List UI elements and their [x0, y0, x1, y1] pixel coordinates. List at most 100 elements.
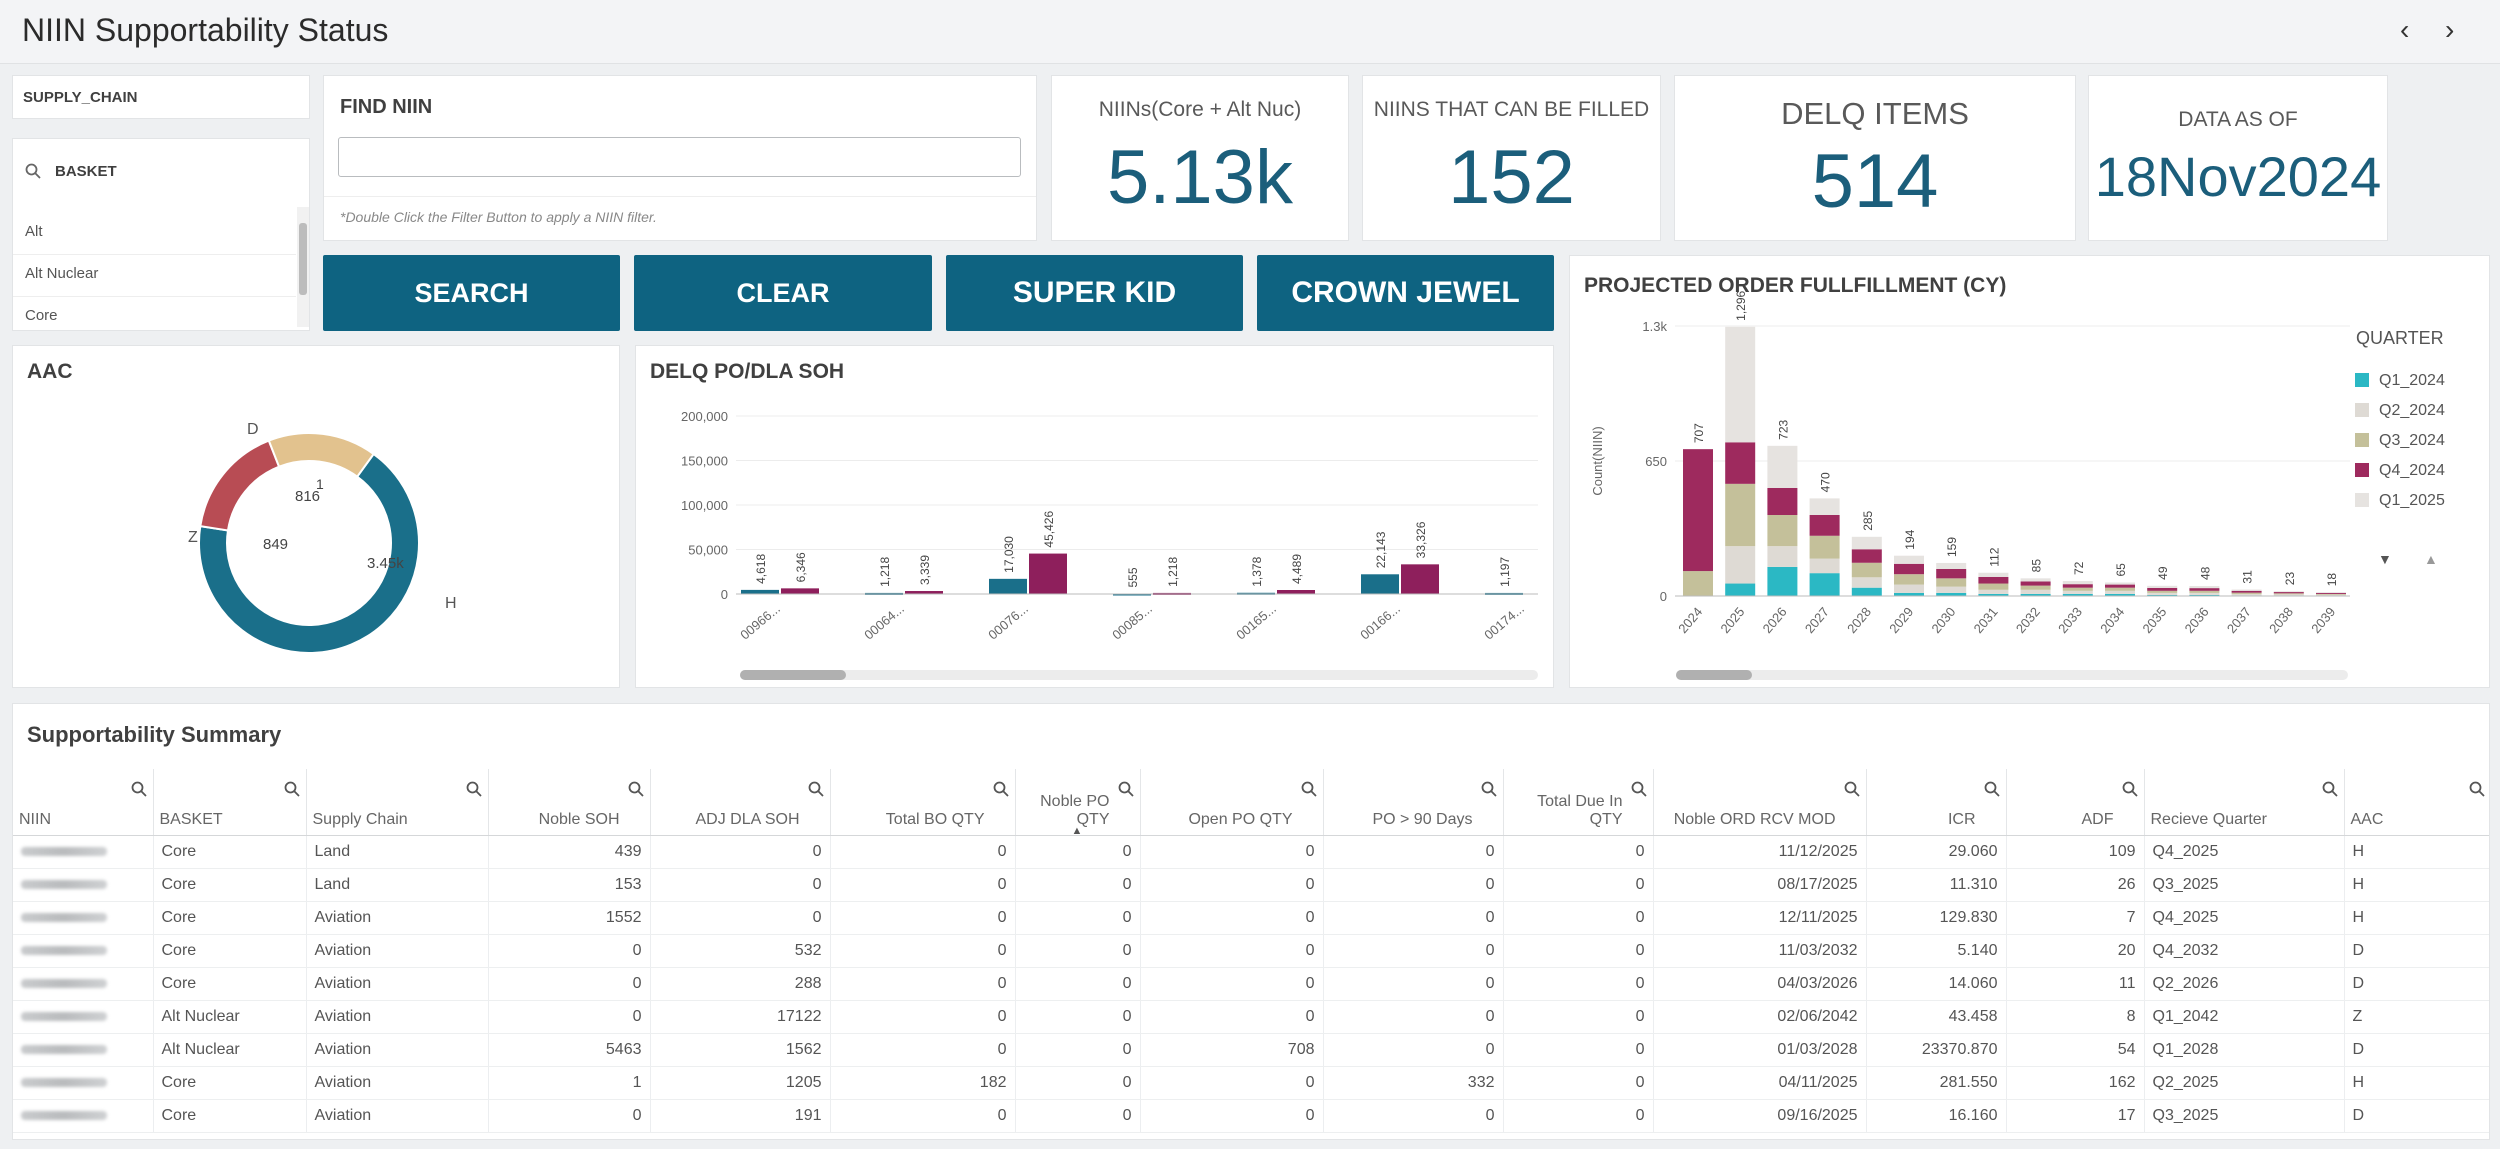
- projected-bar-segment[interactable]: [2147, 594, 2178, 596]
- projected-bar-segment[interactable]: [2231, 590, 2262, 593]
- projected-bar-segment[interactable]: [1767, 445, 1798, 488]
- projected-bar-segment[interactable]: [1851, 536, 1882, 550]
- column-header[interactable]: ICR: [1866, 769, 2007, 836]
- table-row[interactable]: Core Aviation 1 1205 182 0 0 332 0 04/11/2025 281.…: [13, 1066, 2489, 1100]
- search-icon[interactable]: [1301, 781, 1317, 797]
- delq-bar[interactable]: [781, 588, 819, 594]
- clear-button[interactable]: CLEAR: [634, 255, 932, 331]
- search-button[interactable]: SEARCH: [323, 255, 620, 331]
- column-header[interactable]: Noble SOH: [488, 769, 651, 836]
- projected-bar-segment[interactable]: [2147, 590, 2178, 593]
- projected-bar-segment[interactable]: [2062, 584, 2093, 588]
- table-row[interactable]: Core Aviation 0 532 0 0 0 0 0 11/03/2032 5.140 20 Q4…: [13, 934, 2489, 968]
- search-icon[interactable]: [2322, 781, 2338, 797]
- column-header[interactable]: NIIN: [13, 769, 154, 836]
- projected-bar-segment[interactable]: [1767, 566, 1798, 596]
- scrollbar-thumb[interactable]: [740, 670, 846, 680]
- projected-bar-segment[interactable]: [1894, 592, 1924, 596]
- table-row[interactable]: Alt Nuclear Aviation 0 17122 0 0 0 0 0 02/06/2042…: [13, 1000, 2489, 1034]
- projected-bar-segment[interactable]: [1725, 583, 1756, 596]
- column-header[interactable]: Noble ORD RCV MOD: [1653, 769, 1867, 836]
- projected-bar-segment[interactable]: [2105, 590, 2135, 594]
- table-row[interactable]: Core Land 439 0 0 0 0 0 0 11/12/2025 29.060 109 Q4_2…: [13, 835, 2489, 869]
- projected-bar-segment[interactable]: [2316, 594, 2346, 596]
- projected-bar-segment[interactable]: [1851, 587, 1882, 596]
- projected-bar-segment[interactable]: [1936, 578, 1967, 587]
- projected-bar-segment[interactable]: [2231, 594, 2262, 596]
- projected-bar-segment[interactable]: [2273, 593, 2304, 595]
- aac-slice-h[interactable]: [198, 452, 420, 654]
- projected-bar-segment[interactable]: [1978, 583, 2009, 590]
- delq-bar-chart[interactable]: 0 50,000 100,000 150,000 200,000 4,618 6,346 00…: [636, 346, 1555, 689]
- projected-bar-segment[interactable]: [2062, 581, 2093, 585]
- projected-bar-segment[interactable]: [1978, 576, 2009, 584]
- projected-bar-segment[interactable]: [1725, 546, 1756, 584]
- projected-bar-segment[interactable]: [2147, 585, 2178, 588]
- table-row[interactable]: Core Aviation 0 288 0 0 0 0 0 04/03/2026 14.060 11 Q…: [13, 967, 2489, 1001]
- projected-bar-segment[interactable]: [1809, 558, 1840, 574]
- projected-bar-segment[interactable]: [1809, 535, 1840, 559]
- legend-item[interactable]: Q1_2024: [2355, 372, 2445, 390]
- search-icon[interactable]: [284, 781, 300, 797]
- basket-item-core[interactable]: Core: [25, 307, 58, 324]
- search-icon[interactable]: [993, 781, 1009, 797]
- table-row[interactable]: Core Aviation 0 191 0 0 0 0 0 09/16/2025 16.160 17 Q…: [13, 1099, 2489, 1133]
- legend-scroll-up-icon[interactable]: ▲: [2424, 551, 2438, 567]
- basket-item-alt-nuclear[interactable]: Alt Nuclear: [13, 255, 296, 297]
- projected-bar-segment[interactable]: [1809, 573, 1840, 596]
- delq-bar[interactable]: [1277, 590, 1315, 594]
- column-header[interactable]: BASKET: [153, 769, 307, 836]
- column-header[interactable]: PO > 90 Days: [1323, 769, 1504, 836]
- projected-bar-segment[interactable]: [2147, 592, 2178, 595]
- projected-bar-segment[interactable]: [1809, 498, 1840, 515]
- sort-ascending-icon[interactable]: ▲: [1071, 824, 1083, 837]
- scrollbar-thumb[interactable]: [1676, 670, 1752, 680]
- basket-scrollbar[interactable]: [297, 207, 309, 327]
- search-icon[interactable]: [1481, 781, 1497, 797]
- legend-item[interactable]: Q1_2025: [2355, 492, 2445, 510]
- projected-bar-segment[interactable]: [1851, 562, 1882, 578]
- column-header[interactable]: Open PO QTY: [1140, 769, 1324, 836]
- table-row[interactable]: Alt Nuclear Aviation 5463 1562 0 0 708 0 0 01/03/…: [13, 1033, 2489, 1067]
- column-header[interactable]: ADF: [2006, 769, 2145, 836]
- crown-jewel-button[interactable]: CROWN JEWEL: [1257, 255, 1554, 331]
- delq-bar[interactable]: [1401, 564, 1439, 594]
- projected-bar-segment[interactable]: [1725, 483, 1756, 547]
- search-icon[interactable]: [628, 781, 644, 797]
- delq-bar[interactable]: [989, 578, 1027, 594]
- projected-bar-segment[interactable]: [2062, 593, 2093, 596]
- search-icon[interactable]: [808, 781, 824, 797]
- projected-bar-segment[interactable]: [2189, 588, 2220, 591]
- projected-bar-segment[interactable]: [2189, 590, 2220, 593]
- projected-bar-segment[interactable]: [1683, 449, 1713, 572]
- projected-bar-segment[interactable]: [2189, 586, 2220, 589]
- projected-bar-segment[interactable]: [1936, 586, 1967, 593]
- projected-bar-segment[interactable]: [1725, 326, 1756, 443]
- super-kid-button[interactable]: SUPER KID: [946, 255, 1243, 331]
- projected-bar-segment[interactable]: [1767, 546, 1798, 567]
- search-icon[interactable]: [131, 781, 147, 797]
- column-header[interactable]: Noble PO QTY ▲: [1015, 769, 1141, 837]
- projected-bar-segment[interactable]: [2147, 587, 2178, 591]
- projected-bar-segment[interactable]: [2020, 585, 2051, 590]
- projected-bar-segment[interactable]: [1894, 574, 1924, 585]
- legend-item[interactable]: Q2_2024: [2355, 402, 2445, 420]
- delq-bar[interactable]: [1361, 574, 1399, 594]
- projected-bar-segment[interactable]: [1767, 515, 1798, 547]
- projected-bar-segment[interactable]: [1978, 589, 2009, 594]
- projected-bar-segment[interactable]: [2105, 593, 2135, 596]
- projected-bar-segment[interactable]: [1894, 555, 1924, 564]
- projected-bar-segment[interactable]: [1936, 592, 1967, 596]
- projected-bar-segment[interactable]: [2062, 587, 2093, 591]
- projected-bar-segment[interactable]: [2105, 587, 2135, 591]
- projected-bar-segment[interactable]: [1936, 562, 1967, 569]
- legend-item[interactable]: Q4_2024: [2355, 462, 2445, 480]
- projected-bar-segment[interactable]: [2231, 589, 2262, 591]
- aac-slice-z[interactable]: [199, 439, 281, 532]
- projected-bar-segment[interactable]: [2020, 581, 2051, 586]
- legend-item[interactable]: Q3_2024: [2355, 432, 2445, 450]
- projected-bar-segment[interactable]: [2020, 578, 2051, 582]
- previous-sheet-button[interactable]: ‹: [2400, 14, 2410, 45]
- projected-bar-segment[interactable]: [2020, 589, 2051, 594]
